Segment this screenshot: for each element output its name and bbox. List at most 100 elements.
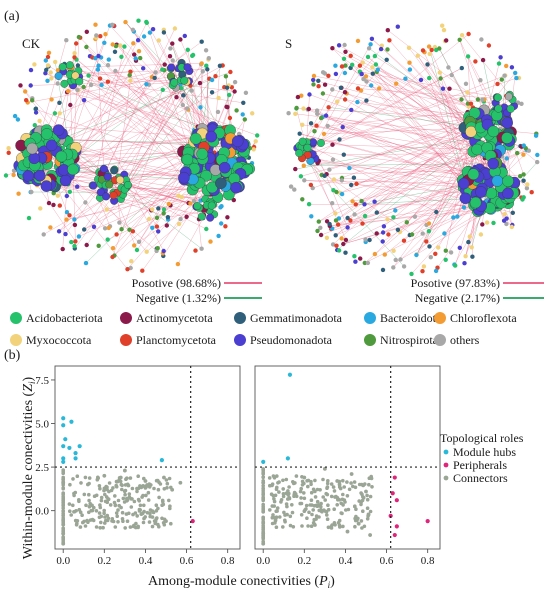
phylum-legend-item: Actinomycetota xyxy=(120,311,213,325)
network-node xyxy=(28,83,33,88)
connector-point xyxy=(102,488,106,493)
network-node xyxy=(362,260,367,266)
connector-point xyxy=(110,519,114,523)
network-node xyxy=(253,139,258,144)
phylum-legend-item: Nitrospirota xyxy=(364,333,439,347)
connector-point xyxy=(125,519,130,523)
network-node xyxy=(358,256,363,261)
network-node xyxy=(136,18,141,23)
network-node xyxy=(384,57,389,62)
hub-node xyxy=(178,171,190,184)
connector-point xyxy=(368,509,373,514)
hub-node xyxy=(52,124,65,136)
network-node xyxy=(427,51,432,57)
network-node xyxy=(150,207,155,212)
hub-node xyxy=(493,93,502,102)
network-node xyxy=(231,197,236,203)
network-node xyxy=(486,43,492,48)
network-edge xyxy=(68,43,134,163)
network-node xyxy=(455,214,460,219)
connector-point xyxy=(329,482,334,486)
x-tick-label: 0.0 xyxy=(256,555,270,567)
network-node xyxy=(341,241,346,247)
connector-point xyxy=(119,482,124,487)
network-edge xyxy=(65,87,177,235)
network-node xyxy=(45,78,50,84)
network-node xyxy=(466,239,471,245)
network-node xyxy=(437,46,442,51)
network-node xyxy=(440,23,445,28)
network-node xyxy=(349,182,354,188)
connector-point xyxy=(97,515,102,520)
network-node xyxy=(338,85,344,91)
network-node xyxy=(379,43,384,48)
network-edge xyxy=(323,127,481,135)
connector-point xyxy=(94,525,99,529)
hub-node xyxy=(109,191,118,200)
network-edge xyxy=(304,180,468,194)
connector-point xyxy=(361,509,365,513)
network-node xyxy=(180,102,185,108)
network-node xyxy=(52,111,58,116)
network-node xyxy=(311,73,317,79)
connector-point xyxy=(122,489,127,494)
connector-point xyxy=(61,541,66,546)
network-node xyxy=(354,181,359,186)
network-node xyxy=(119,227,124,232)
plot-frame xyxy=(254,365,441,550)
connector-point xyxy=(312,517,317,522)
network-node xyxy=(368,42,373,47)
connector-point xyxy=(147,485,152,489)
phylum-label: Nitrospirota xyxy=(380,333,439,347)
module-hub-point xyxy=(61,456,66,461)
network-node xyxy=(323,113,329,118)
network-node xyxy=(301,106,306,111)
network-edge xyxy=(355,196,508,205)
connector-point xyxy=(61,468,65,472)
connector-point xyxy=(315,487,320,492)
network-node xyxy=(16,191,21,196)
module-hub-point xyxy=(287,372,293,377)
network-edge xyxy=(74,57,194,156)
network-edge xyxy=(86,46,203,160)
network-node xyxy=(12,113,18,119)
connector-point xyxy=(313,489,317,494)
hub-node xyxy=(193,202,202,210)
phylum-legend-item: Bacteroidota xyxy=(364,311,442,325)
network-node xyxy=(436,245,441,250)
connector-point xyxy=(146,490,151,495)
network-node xyxy=(228,69,233,75)
network-node xyxy=(421,264,427,269)
connector-point xyxy=(261,486,266,491)
network-node xyxy=(509,65,515,70)
network-node xyxy=(144,19,149,25)
network-node xyxy=(72,51,77,56)
connector-point xyxy=(304,503,309,508)
network-edge xyxy=(308,108,490,183)
network-node xyxy=(240,112,245,117)
hub-node xyxy=(183,63,192,72)
network-node xyxy=(75,184,80,189)
network-node xyxy=(217,63,223,68)
network-node xyxy=(161,248,166,254)
network-node xyxy=(300,197,305,202)
plot-frame xyxy=(54,365,241,550)
network-node xyxy=(306,106,311,112)
network-node xyxy=(312,129,317,134)
scatter-panel-ck: 0.0 0.2 0.4 0.6 0.8 7.5 5.0 2.5 0.0 xyxy=(35,365,241,567)
network-node xyxy=(449,72,454,78)
connector-point xyxy=(365,493,369,498)
network-node xyxy=(446,65,451,70)
connector-point xyxy=(318,488,322,492)
connector-point xyxy=(275,485,279,490)
network-node xyxy=(533,133,539,138)
connector-point xyxy=(102,508,106,513)
network-node xyxy=(41,232,46,237)
network-edge xyxy=(329,209,481,227)
network-node xyxy=(311,77,316,83)
connector-point xyxy=(61,480,66,485)
network-node xyxy=(407,60,412,65)
network-node xyxy=(372,251,378,257)
network-node xyxy=(99,82,104,88)
